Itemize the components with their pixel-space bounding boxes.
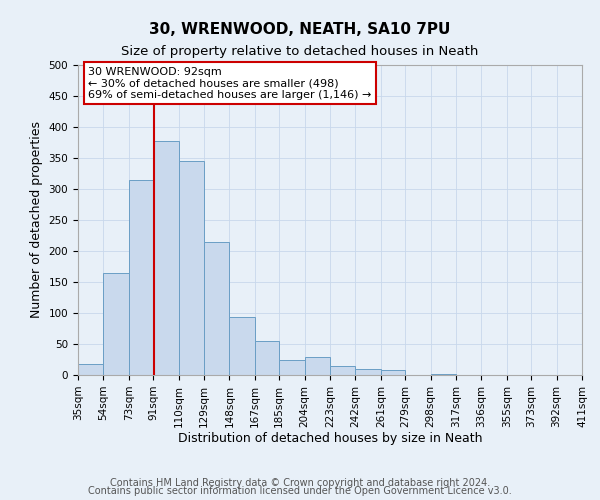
Text: Size of property relative to detached houses in Neath: Size of property relative to detached ho… [121, 45, 479, 58]
Bar [330, 366, 355, 375]
Bar [204, 242, 229, 375]
Text: 30, WRENWOOD, NEATH, SA10 7PU: 30, WRENWOOD, NEATH, SA10 7PU [149, 22, 451, 38]
Bar [78, 364, 103, 375]
Y-axis label: Number of detached properties: Number of detached properties [30, 122, 43, 318]
Bar [153, 140, 179, 375]
Bar [255, 341, 279, 375]
Bar [103, 272, 129, 375]
Bar [179, 161, 204, 375]
X-axis label: Distribution of detached houses by size in Neath: Distribution of detached houses by size … [178, 432, 482, 446]
Bar [279, 360, 305, 375]
Bar [229, 318, 255, 375]
Text: Contains public sector information licensed under the Open Government Licence v3: Contains public sector information licen… [88, 486, 512, 496]
Text: Contains HM Land Registry data © Crown copyright and database right 2024.: Contains HM Land Registry data © Crown c… [110, 478, 490, 488]
Bar [305, 357, 330, 375]
Bar [129, 180, 153, 375]
Bar [431, 374, 456, 375]
Text: 30 WRENWOOD: 92sqm
← 30% of detached houses are smaller (498)
69% of semi-detach: 30 WRENWOOD: 92sqm ← 30% of detached hou… [88, 66, 371, 100]
Bar [355, 369, 381, 375]
Bar [381, 370, 405, 375]
